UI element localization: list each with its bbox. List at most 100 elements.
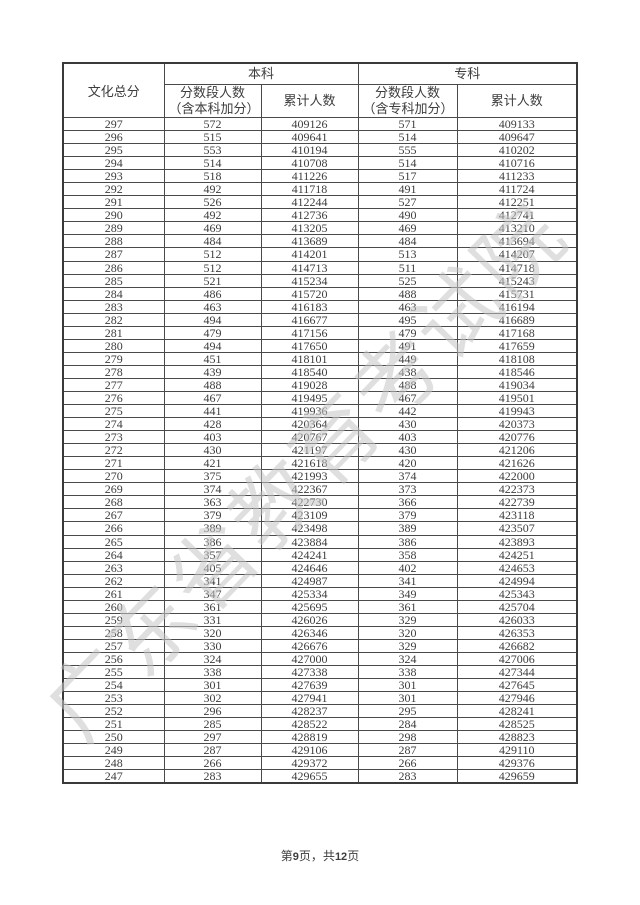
table-cell: 419495 [260,390,359,406]
table-cell: 469 [163,221,262,236]
table-cell: 494 [163,312,262,327]
table-cell: 428241 [456,704,578,719]
table-cell: 410194 [260,143,359,158]
table-row: 254 301 427639 301 427645 [62,678,578,693]
table-cell: 512 [163,260,262,275]
table-row: 280 494 417650 491 417659 [62,338,578,353]
table-cell: 486 [163,286,262,301]
table-cell: 422739 [456,495,578,510]
table-cell: 442 [357,404,458,419]
table-cell: 320 [163,625,262,640]
table-cell: 247 [62,769,165,784]
table-cell: 283 [62,299,165,314]
table-cell: 271 [62,456,165,471]
table-row: 257 330 426676 329 426682 [62,638,578,653]
table-cell: 490 [357,208,458,223]
table-cell: 412251 [456,195,578,210]
table-row: 270 375 421993 374 422000 [62,469,578,484]
table-cell: 418546 [456,364,578,379]
table-cell: 425704 [456,599,578,614]
table-cell: 428525 [456,717,578,732]
table-cell: 420364 [260,417,359,432]
table-cell: 289 [62,221,165,236]
table-row: 255 338 427338 338 427344 [62,664,578,680]
table-row: 273 403 420767 403 420776 [62,430,578,445]
table-cell: 491 [357,182,458,197]
table-cell: 429372 [260,756,359,771]
table-cell: 512 [163,247,262,262]
table-cell: 429659 [456,769,578,784]
table-cell: 284 [357,717,458,732]
table-cell: 515 [163,130,262,145]
table-cell: 386 [163,534,262,549]
table-cell: 441 [163,404,262,419]
table-cell: 418101 [260,351,359,366]
table-cell: 429376 [456,756,578,771]
table-row: 278 439 418540 438 418546 [62,364,578,379]
table-cell: 324 [163,651,262,666]
table-cell: 428823 [456,730,578,745]
table-row: 261 347 425334 349 425343 [62,586,578,601]
table-cell: 266 [163,756,262,771]
table-row: 290 492 412736 490 412741 [62,208,578,223]
table-cell: 357 [163,547,262,562]
table-cell: 331 [163,612,262,627]
table-row: 274 428 420364 430 420373 [62,417,578,432]
table-cell: 264 [62,547,165,562]
footer-suffix: 页 [347,849,360,863]
table-cell: 421618 [260,456,359,471]
table-cell: 349 [357,586,458,601]
table-cell: 424646 [260,560,359,575]
table-cell: 429110 [456,743,578,758]
table-cell: 430 [163,443,262,458]
table-cell: 518 [163,169,262,184]
table-cell: 417168 [456,325,578,340]
table-cell: 428522 [260,717,359,732]
table-cell: 409126 [260,116,359,132]
table-cell: 275 [62,404,165,419]
table-row: 284 486 415720 488 415731 [62,286,578,301]
table-row: 265 386 423884 386 423893 [62,534,578,549]
table-row: 259 331 426026 329 426033 [62,612,578,627]
table-cell: 279 [62,351,165,366]
table-row: 248 266 429372 266 429376 [62,756,578,771]
table-cell: 338 [357,664,458,680]
table-cell: 260 [62,599,165,614]
table-cell: 287 [163,743,262,758]
table-cell: 329 [357,612,458,627]
page-number-footer: 第9页，共12页 [0,847,640,864]
table-cell: 374 [163,482,262,497]
footer-mid: 页，共 [298,849,335,863]
table-cell: 341 [357,573,458,588]
table-cell: 553 [163,143,262,158]
table-row: 247 283 429655 283 429659 [62,769,578,784]
table-cell: 424987 [260,573,359,588]
table-row: 267 379 423109 379 423118 [62,508,578,523]
table-cell: 427946 [456,691,578,706]
table-cell: 514 [163,156,262,171]
table-cell: 427941 [260,691,359,706]
table-row: 295 553 410194 555 410202 [62,143,578,158]
table-cell: 281 [62,325,165,340]
table-cell: 410708 [260,156,359,171]
table-cell: 257 [62,638,165,653]
table-row: 277 488 419028 488 419034 [62,377,578,392]
table-cell: 417659 [456,338,578,353]
table-cell: 347 [163,586,262,601]
table-cell: 278 [62,364,165,379]
table-cell: 403 [357,430,458,445]
table-row: 281 479 417156 479 417168 [62,325,578,340]
table-cell: 301 [357,678,458,693]
table-cell: 294 [62,156,165,171]
table-cell: 423884 [260,534,359,549]
table-cell: 373 [357,482,458,497]
table-body: 297 572 409126 571 409133 296 515 409641 514 4096… [62,116,578,784]
table-cell: 254 [62,678,165,693]
table-cell: 420 [357,456,458,471]
table-cell: 488 [357,286,458,301]
table-cell: 422373 [456,482,578,497]
table-cell: 266 [357,756,458,771]
table-cell: 286 [62,260,165,275]
table-cell: 389 [163,521,262,536]
table-cell: 296 [62,130,165,145]
